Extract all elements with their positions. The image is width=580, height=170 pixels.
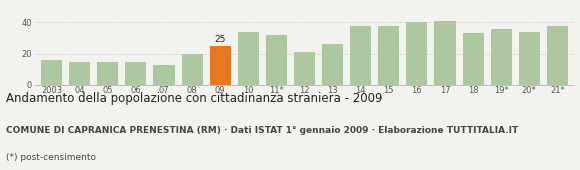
- Bar: [154, 65, 175, 85]
- Bar: [125, 62, 147, 85]
- Text: (*) post-censimento: (*) post-censimento: [6, 153, 96, 162]
- Bar: [210, 46, 231, 85]
- Bar: [378, 26, 399, 85]
- Bar: [41, 60, 62, 85]
- Bar: [238, 32, 259, 85]
- Bar: [350, 26, 371, 85]
- Text: 25: 25: [215, 35, 226, 44]
- Bar: [97, 62, 118, 85]
- Text: COMUNE DI CAPRANICA PRENESTINA (RM) · Dati ISTAT 1° gennaio 2009 · Elaborazione : COMUNE DI CAPRANICA PRENESTINA (RM) · Da…: [6, 126, 518, 135]
- Text: Andamento della popolazione con cittadinanza straniera - 2009: Andamento della popolazione con cittadin…: [6, 92, 382, 105]
- Bar: [182, 54, 202, 85]
- Bar: [547, 26, 568, 85]
- Bar: [294, 52, 315, 85]
- Bar: [322, 44, 343, 85]
- Bar: [491, 29, 512, 85]
- Bar: [462, 33, 484, 85]
- Bar: [407, 22, 427, 85]
- Bar: [434, 21, 455, 85]
- Bar: [266, 35, 287, 85]
- Bar: [69, 62, 90, 85]
- Bar: [519, 32, 540, 85]
